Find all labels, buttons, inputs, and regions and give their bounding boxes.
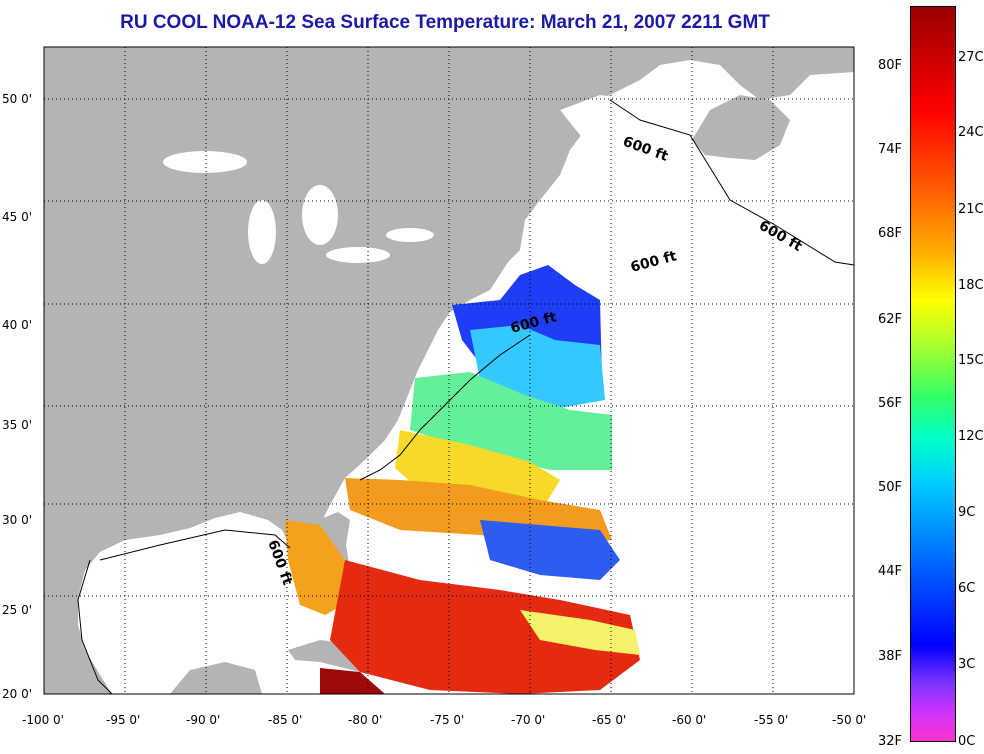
colorbar-label-f: 80F <box>878 58 903 73</box>
map-frame <box>43 46 855 695</box>
lon-label: -85 0' <box>268 713 302 727</box>
lat-label: 20 0' <box>2 687 32 701</box>
lat-label: 45 0' <box>2 210 32 224</box>
sst-swath <box>285 265 640 694</box>
colorbar-label-c: 3C <box>958 657 976 672</box>
colorbar-label-f: 32F <box>878 734 903 749</box>
lon-label: -50 0' <box>832 713 866 727</box>
colorbar-label-f: 44F <box>878 564 903 579</box>
lon-label: -95 0' <box>106 713 140 727</box>
colorbar-label-c: 18C <box>958 278 984 293</box>
lat-label: 50 0' <box>2 92 32 106</box>
colorbar-label-c: 6C <box>958 581 976 596</box>
lat-label: 30 0' <box>2 513 32 527</box>
map-title: RU COOL NOAA-12 Sea Surface Temperature:… <box>120 12 770 33</box>
longitude-axis: -100 0' -95 0' -90 0' -85 0' -80 0' -75 … <box>22 713 866 727</box>
shelf-contours <box>77 99 854 694</box>
lon-label: -100 0' <box>22 713 64 727</box>
lon-label: -80 0' <box>348 713 382 727</box>
gulf-st-lawrence <box>560 95 690 200</box>
lat-label: 40 0' <box>2 318 32 332</box>
lon-label: -65 0' <box>592 713 626 727</box>
colorbar-label-c: 24C <box>958 125 984 140</box>
land-north-america <box>44 47 854 694</box>
colorbar-label-c: 27C <box>958 50 984 65</box>
colorbar-label-f: 50F <box>878 480 903 495</box>
colorbar-label-f: 56F <box>878 396 903 411</box>
colorbar-label-c: 9C <box>958 505 976 520</box>
lon-label: -90 0' <box>186 713 220 727</box>
colorbar-label-f: 62F <box>878 312 903 327</box>
colorbar-label-c: 0C <box>958 734 976 749</box>
lon-label: -70 0' <box>511 713 545 727</box>
colorbar-label-f: 74F <box>878 142 903 157</box>
graticule <box>44 47 854 694</box>
colorbar-label-c: 15C <box>958 353 984 368</box>
land-newfoundland <box>692 95 790 160</box>
lon-label: -75 0' <box>430 713 464 727</box>
colorbar-label-f: 38F <box>878 649 903 664</box>
lat-label: 25 0' <box>2 603 32 617</box>
lon-label: -55 0' <box>754 713 788 727</box>
lat-label: 35 0' <box>2 418 32 432</box>
land-yucatan <box>170 662 262 694</box>
temperature-colorbar <box>910 6 956 742</box>
colorbar-label-f: 68F <box>878 226 903 241</box>
colorbar-label-c: 21C <box>958 202 984 217</box>
lon-label: -60 0' <box>672 713 706 727</box>
latitude-axis: 50 0' 45 0' 40 0' 35 0' 30 0' 25 0' 20 0… <box>2 92 32 701</box>
great-lakes <box>163 151 434 264</box>
colorbar-label-c: 12C <box>958 429 984 444</box>
